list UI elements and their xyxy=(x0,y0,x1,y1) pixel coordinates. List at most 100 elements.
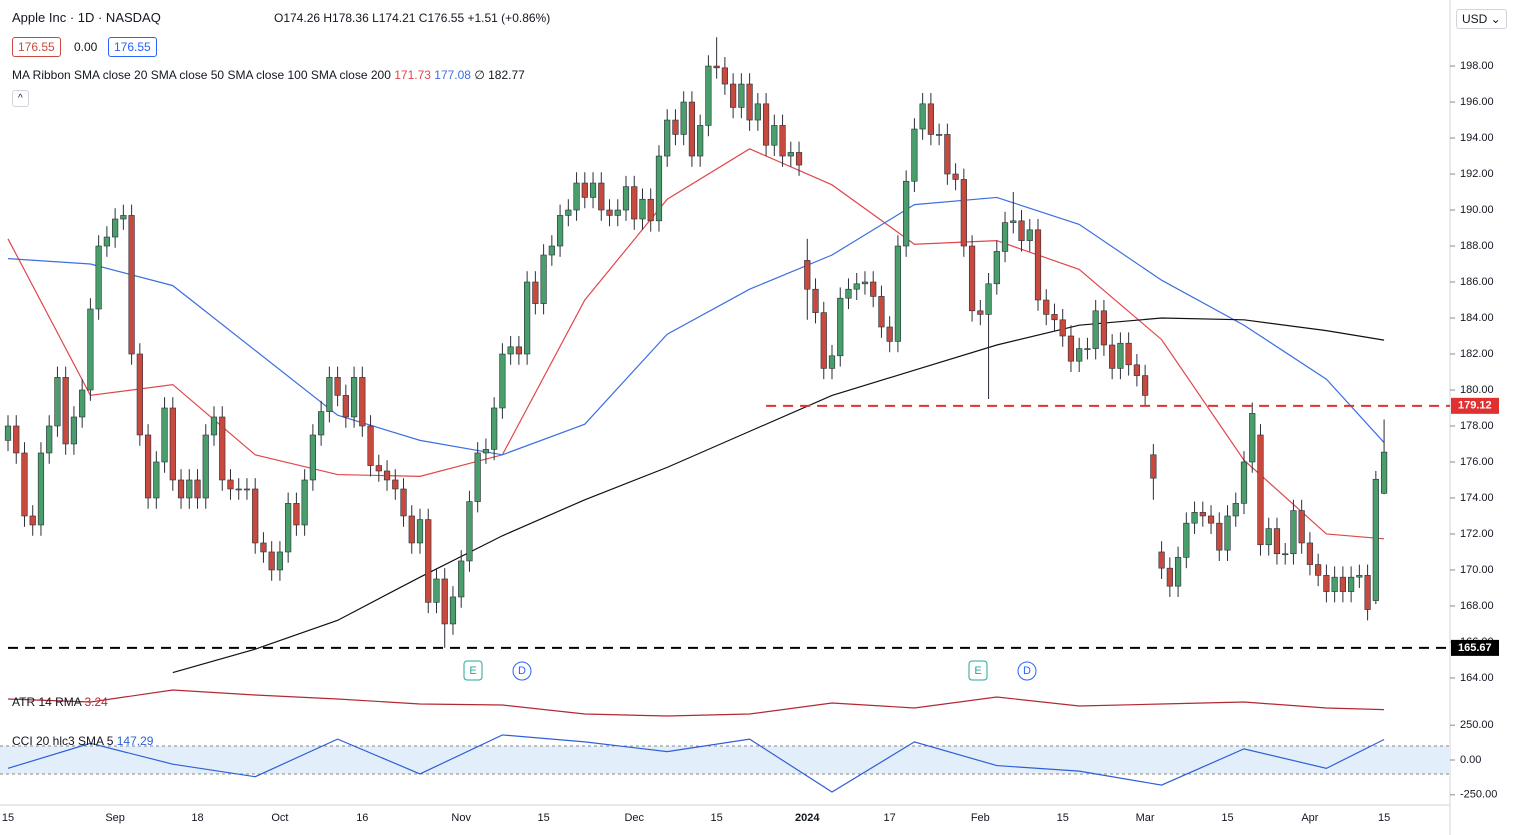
candle-body xyxy=(762,103,770,146)
candle-body xyxy=(1158,551,1165,569)
candle-body xyxy=(730,83,737,108)
x-tick-label: 15 xyxy=(711,812,723,824)
candle-body xyxy=(37,452,45,526)
candle-body xyxy=(1265,528,1272,546)
ma-legend-text: MA Ribbon SMA close 20 SMA close 50 SMA … xyxy=(12,68,391,82)
candle-body xyxy=(112,218,119,238)
candle-body xyxy=(375,465,382,472)
currency-select[interactable]: USD ⌄ xyxy=(1456,9,1507,29)
candle-body xyxy=(581,182,588,198)
ask-box[interactable]: 176.55 xyxy=(108,37,157,57)
candle-body xyxy=(639,198,646,220)
candle-body xyxy=(334,377,341,396)
candle-body xyxy=(993,251,1000,285)
event-badge xyxy=(1017,661,1037,681)
candle-body xyxy=(1043,299,1050,315)
candle-body xyxy=(128,215,135,355)
candle-body xyxy=(153,461,160,499)
candle-body xyxy=(1364,575,1371,610)
candle-body xyxy=(771,125,778,146)
candle-body xyxy=(21,452,28,517)
y-tick-label: 186.00 xyxy=(1460,276,1494,288)
candle-body xyxy=(350,377,358,418)
x-tick-label: 15 xyxy=(1057,812,1069,824)
currency: USD xyxy=(1462,12,1488,26)
candle-body xyxy=(46,425,53,454)
candle-body xyxy=(705,65,712,126)
atr-last: 3.24 xyxy=(84,695,108,709)
y-tick-label: 194.00 xyxy=(1460,132,1494,144)
collapse-button[interactable]: ^ xyxy=(12,90,29,107)
candle-body xyxy=(326,377,333,412)
y-tick-label: 184.00 xyxy=(1460,312,1494,324)
candle-body xyxy=(631,186,638,220)
candle-body xyxy=(276,551,284,571)
candle-body xyxy=(243,488,251,491)
candle-body xyxy=(144,434,152,499)
indicator-line xyxy=(7,689,1385,717)
candle-body xyxy=(1298,510,1305,544)
candle-body xyxy=(573,182,580,211)
candle-body xyxy=(968,245,976,312)
candle-body xyxy=(1026,229,1033,241)
candle-body xyxy=(1323,575,1330,592)
spread: 0.00 xyxy=(74,40,98,54)
candle-body xyxy=(1125,342,1132,366)
candle-body xyxy=(812,288,819,313)
candle-body xyxy=(235,488,242,491)
candle-body xyxy=(746,83,753,121)
candle-body xyxy=(186,479,193,499)
candle-body xyxy=(1109,344,1116,369)
symbol-title: Apple Inc · 1D · NASDAQ xyxy=(12,10,161,25)
event-label: D xyxy=(1023,665,1031,677)
candle-body xyxy=(1001,222,1009,252)
x-tick-label: Apr xyxy=(1301,812,1318,824)
candle-body xyxy=(177,479,185,499)
candle-body xyxy=(1207,515,1215,524)
cci-last: 147.29 xyxy=(116,734,154,748)
candle-body xyxy=(911,128,918,182)
candle-body xyxy=(515,346,522,355)
candle-body xyxy=(903,180,910,247)
bid-box[interactable]: 176.55 xyxy=(12,37,61,57)
price-label: 165.67 xyxy=(1458,642,1492,654)
candle-body xyxy=(359,377,366,427)
indicator-line xyxy=(7,734,1385,793)
candle-body xyxy=(1034,229,1042,301)
candle-body xyxy=(441,578,448,625)
candle-body xyxy=(449,596,457,625)
candle-body xyxy=(318,411,325,436)
candle-body xyxy=(194,479,201,499)
candle-body xyxy=(227,479,234,490)
y-tick-label: 180.00 xyxy=(1460,384,1494,396)
candle-body xyxy=(293,503,300,526)
event-label: E xyxy=(974,665,981,677)
candle-body xyxy=(161,407,168,463)
y-tick-label: 0.00 xyxy=(1460,754,1481,766)
x-tick-label: 15 xyxy=(1378,812,1390,824)
candle-body xyxy=(13,425,20,454)
atr-legend: ATR 14 RMA 3.24 xyxy=(12,695,108,709)
ma-legend: MA Ribbon SMA close 20 SMA close 50 SMA … xyxy=(12,68,525,82)
candle-body xyxy=(977,310,984,315)
candle-body xyxy=(606,209,613,216)
ma-value: 177.08 xyxy=(434,68,471,82)
candle-body xyxy=(614,209,621,216)
candle-body xyxy=(540,254,547,304)
ma-value: ∅ xyxy=(474,68,485,82)
y-tick-label: 168.00 xyxy=(1460,600,1494,612)
candle-body xyxy=(54,377,61,427)
candle-body xyxy=(1380,451,1388,494)
candle-body xyxy=(647,198,654,222)
y-tick-label: 196.00 xyxy=(1460,96,1494,108)
candle-body xyxy=(853,283,860,290)
candle-body xyxy=(960,179,967,247)
candle-body xyxy=(927,103,934,135)
candle-body xyxy=(886,326,893,342)
candle-body xyxy=(870,281,877,297)
candle-body xyxy=(285,503,292,553)
candle-body xyxy=(252,488,259,544)
event-label: D xyxy=(518,665,526,677)
